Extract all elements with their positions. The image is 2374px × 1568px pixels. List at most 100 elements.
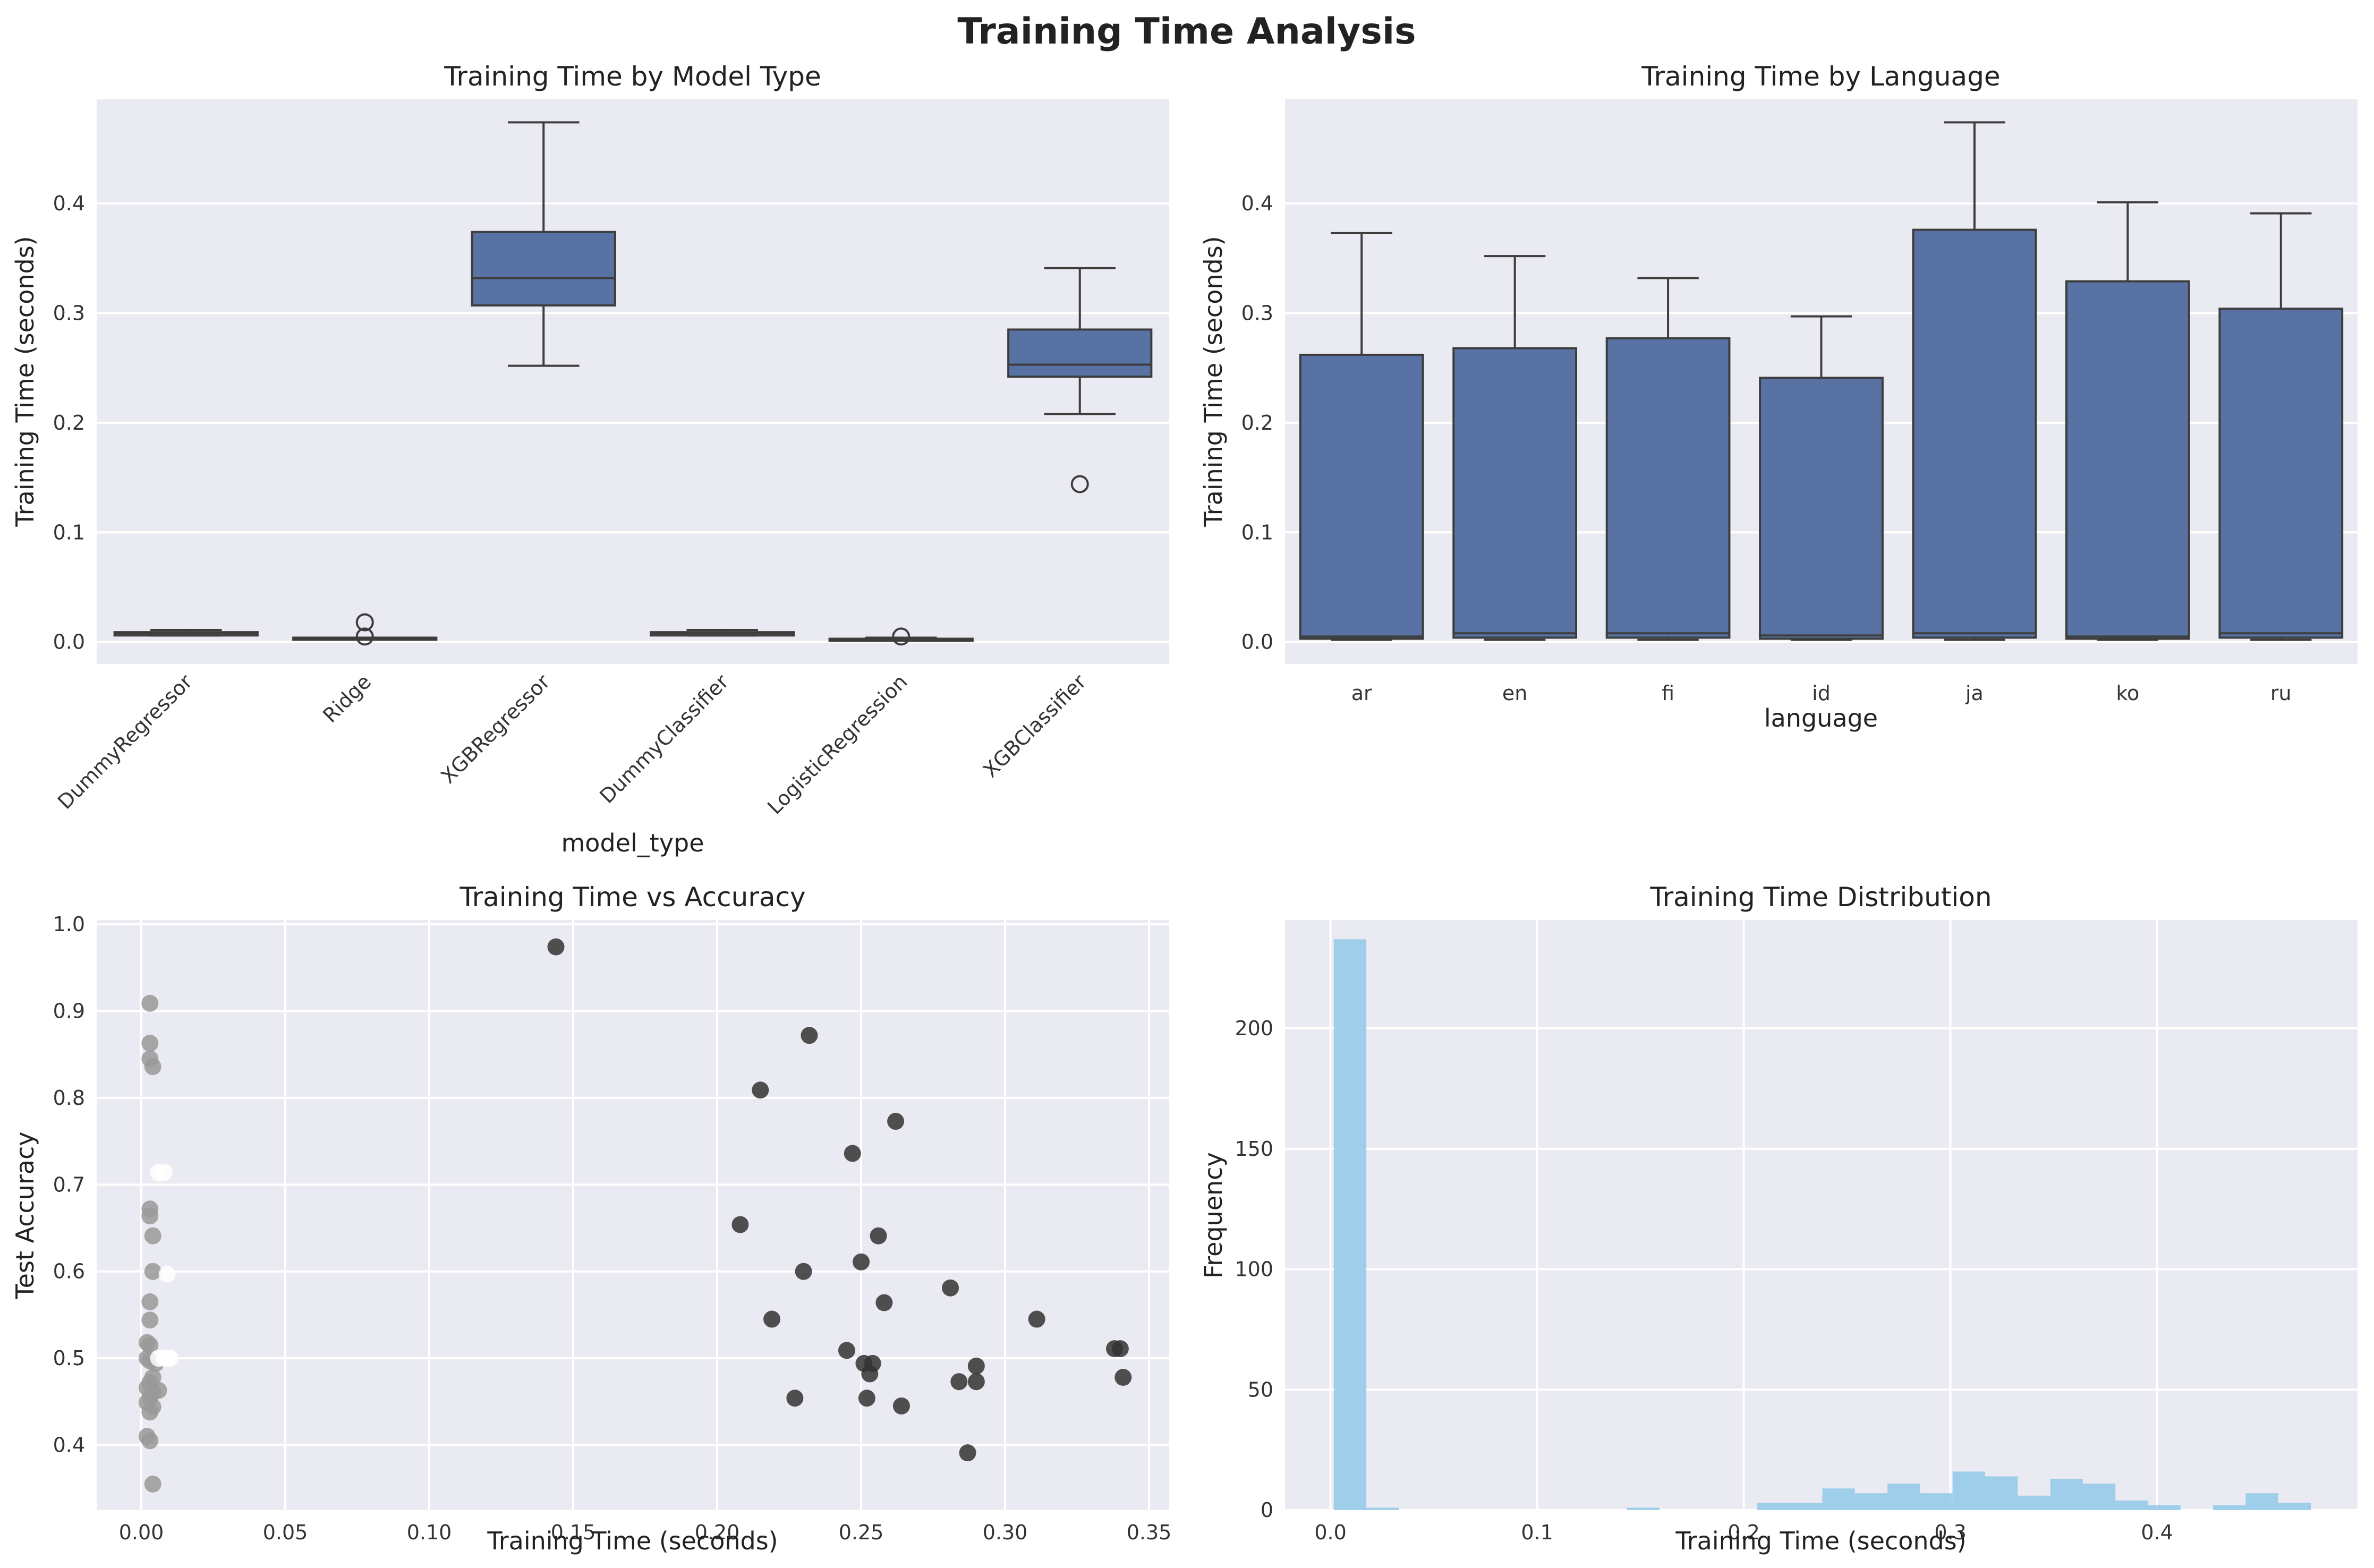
x-tick-label: 0.4 bbox=[2141, 1521, 2173, 1544]
x-tick-label: 0.15 bbox=[551, 1521, 596, 1544]
scatter-point bbox=[141, 994, 159, 1012]
histogram-bar bbox=[2245, 1493, 2278, 1510]
y-tick-label: 150 bbox=[1235, 1137, 1273, 1161]
x-tick-label: 0.05 bbox=[263, 1521, 308, 1544]
x-tick-label: 0.00 bbox=[119, 1521, 164, 1544]
histogram-bar bbox=[2018, 1495, 2050, 1510]
box bbox=[1759, 377, 1884, 640]
histogram-bar bbox=[1952, 1471, 1985, 1510]
outlier-point bbox=[355, 627, 374, 646]
scatter-point bbox=[1028, 1310, 1045, 1328]
y-tick-label: 0.3 bbox=[53, 301, 85, 325]
scatter-point bbox=[141, 1403, 159, 1421]
scatter-point bbox=[141, 1293, 159, 1310]
x-tick-label: ko bbox=[2116, 681, 2139, 705]
histogram-bar bbox=[1822, 1488, 1855, 1510]
x-tick-label: XGBClassifier bbox=[978, 670, 1091, 782]
y-tick-label: 100 bbox=[1235, 1258, 1273, 1281]
outlier-point bbox=[1070, 475, 1089, 493]
x-tick-label: 0.1 bbox=[1521, 1521, 1553, 1544]
histogram-bar bbox=[2213, 1505, 2246, 1510]
box bbox=[1299, 353, 1424, 640]
panel-title-model-type: Training Time by Model Type bbox=[444, 61, 821, 92]
scatter-point bbox=[844, 1145, 861, 1162]
box bbox=[2065, 280, 2190, 640]
y-tick-label: 0.4 bbox=[53, 192, 85, 215]
scatter-point bbox=[141, 1432, 159, 1450]
scatter-point bbox=[141, 1336, 159, 1354]
scatter-point bbox=[1111, 1340, 1129, 1358]
box bbox=[1007, 328, 1153, 378]
histogram-bar bbox=[2082, 1484, 2116, 1510]
scatter-point bbox=[967, 1373, 985, 1391]
histogram-bar bbox=[1887, 1484, 1920, 1510]
histogram-bar bbox=[1333, 939, 1367, 1510]
scatter-point bbox=[967, 1357, 985, 1375]
scatter-point bbox=[144, 1227, 161, 1245]
scatter-point bbox=[161, 1350, 179, 1367]
histogram-bar bbox=[1757, 1503, 1790, 1510]
outlier-point bbox=[355, 613, 374, 632]
histogram-bar bbox=[2050, 1479, 2083, 1510]
scatter-point bbox=[1114, 1369, 1132, 1386]
plot-area-model-type bbox=[97, 99, 1169, 664]
plot-area-distribution bbox=[1285, 920, 2358, 1510]
scatter-point bbox=[763, 1310, 781, 1328]
x-tick-label: id bbox=[1812, 681, 1831, 705]
box bbox=[471, 231, 616, 307]
x-tick-label: fi bbox=[1662, 681, 1674, 705]
y-tick-label: 0 bbox=[1261, 1498, 1273, 1522]
x-tick-label: 0.2 bbox=[1728, 1521, 1759, 1544]
x-tick-label: DummyClassifier bbox=[595, 670, 733, 808]
scatter-point bbox=[950, 1373, 968, 1391]
scatter-point bbox=[786, 1390, 804, 1407]
x-tick-label: 0.3 bbox=[1934, 1521, 1966, 1544]
box bbox=[2218, 308, 2344, 639]
histogram-bar bbox=[1920, 1493, 1953, 1510]
x-tick-label: 0.10 bbox=[407, 1521, 452, 1544]
x-tick-label: ru bbox=[2270, 681, 2292, 705]
scatter-point bbox=[144, 1263, 161, 1280]
y-tick-label: 0.7 bbox=[53, 1173, 85, 1196]
x-axis-label-distribution: Training Time (seconds) bbox=[1675, 1527, 1966, 1555]
scatter-point bbox=[731, 1216, 749, 1233]
y-tick-label: 0.3 bbox=[1241, 301, 1273, 325]
y-tick-label: 0.5 bbox=[53, 1347, 85, 1370]
y-tick-label: 0.0 bbox=[53, 630, 85, 654]
box bbox=[1452, 347, 1578, 639]
y-tick-label: 0.4 bbox=[53, 1433, 85, 1456]
x-tick-label: DummyRegressor bbox=[53, 670, 197, 814]
scatter-point bbox=[141, 1311, 159, 1329]
y-tick-label: 0.0 bbox=[1241, 630, 1273, 654]
x-tick-label: 0.35 bbox=[1127, 1521, 1172, 1544]
y-tick-label: 200 bbox=[1235, 1017, 1273, 1040]
scatter-point bbox=[156, 1164, 173, 1181]
panel-language: Training Time by Language 0.0 0.1 0.2 0.3 0.… bbox=[1199, 61, 2358, 732]
y-axis-label-time-vs-accuracy: Test Accuracy bbox=[11, 1131, 39, 1299]
panel-title-distribution: Training Time Distribution bbox=[1649, 882, 1992, 913]
y-tick-label: 0.1 bbox=[53, 521, 85, 544]
histogram-bar bbox=[1854, 1493, 1888, 1510]
x-tick-label: 0.30 bbox=[983, 1521, 1028, 1544]
scatter-point bbox=[858, 1390, 875, 1407]
x-tick-label: LogisticRegression bbox=[763, 670, 912, 819]
figure-title: Training Time Analysis bbox=[957, 11, 1416, 53]
panel-model-type: Training Time by Model Type 0.0 0.1 0.2 0.3… bbox=[11, 61, 1169, 857]
histogram-bar bbox=[1985, 1476, 2018, 1510]
scatter-point bbox=[801, 1027, 818, 1044]
x-tick-label: 0.0 bbox=[1314, 1521, 1346, 1544]
scatter-point bbox=[861, 1365, 879, 1383]
scatter-point bbox=[887, 1113, 905, 1130]
x-tick-label: 0.25 bbox=[839, 1521, 884, 1544]
scatter-point bbox=[547, 938, 565, 956]
histogram-bar bbox=[2148, 1505, 2181, 1510]
y-tick-label: 0.4 bbox=[1241, 192, 1273, 215]
scatter-point bbox=[141, 1207, 159, 1225]
panel-time-vs-accuracy: Training Time vs Accuracy 0.00 0.05 0.10 0.… bbox=[11, 882, 1171, 1555]
scatter-point bbox=[892, 1397, 910, 1414]
scatter-point bbox=[752, 1081, 769, 1099]
scatter-point bbox=[875, 1294, 893, 1311]
box bbox=[1912, 228, 2037, 639]
scatter-point bbox=[853, 1253, 870, 1271]
